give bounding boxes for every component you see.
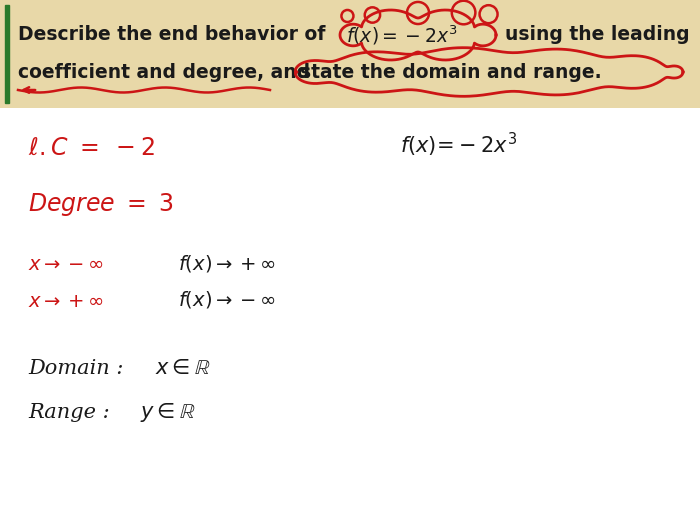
Text: $x \rightarrow +\infty$: $x \rightarrow +\infty$ <box>28 293 104 311</box>
Text: $x \in \mathbb{R}$: $x \in \mathbb{R}$ <box>155 359 211 377</box>
Text: $f(x) = -2x^3$: $f(x) = -2x^3$ <box>346 23 458 47</box>
Bar <box>5 5 9 103</box>
Text: $Degree \ = \ 3$: $Degree \ = \ 3$ <box>28 192 174 218</box>
Bar <box>0 0 700 108</box>
Text: Domain :: Domain : <box>28 359 123 377</box>
Text: state the domain and range.: state the domain and range. <box>300 62 601 81</box>
Text: Range :: Range : <box>28 403 110 422</box>
Text: $f(x) \rightarrow -\infty$: $f(x) \rightarrow -\infty$ <box>178 289 276 310</box>
Text: $x \rightarrow -\infty$: $x \rightarrow -\infty$ <box>28 256 104 274</box>
Text: using the leading: using the leading <box>505 26 690 45</box>
Text: $f(x) \rightarrow +\infty$: $f(x) \rightarrow +\infty$ <box>178 253 276 274</box>
Text: Describe the end behavior of: Describe the end behavior of <box>18 26 326 45</box>
Text: $y \in \mathbb{R}$: $y \in \mathbb{R}$ <box>140 401 195 424</box>
Bar <box>0 108 700 525</box>
Text: $\ell.C \ = \ -2$: $\ell.C \ = \ -2$ <box>28 136 155 160</box>
Text: coefficient and degree, and: coefficient and degree, and <box>18 62 310 81</box>
Text: $f(x)\!=\!-2x^3$: $f(x)\!=\!-2x^3$ <box>400 131 517 159</box>
